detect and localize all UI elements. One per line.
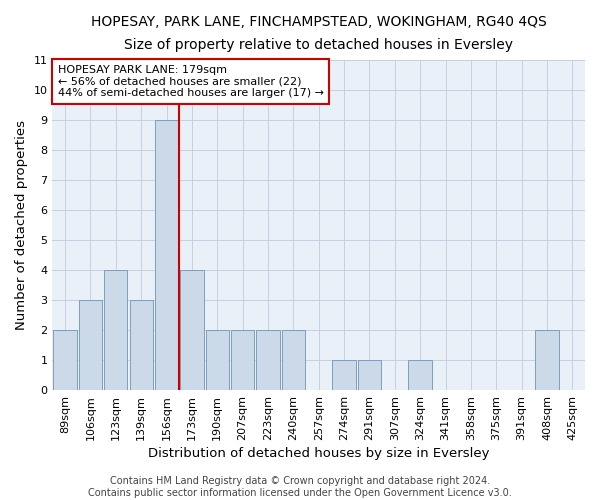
Bar [130,300,153,390]
Text: Contains HM Land Registry data © Crown copyright and database right 2024.
Contai: Contains HM Land Registry data © Crown c… [88,476,512,498]
Bar [53,330,77,390]
Bar [231,330,254,390]
Bar [409,360,432,390]
Bar [180,270,203,390]
Bar [332,360,356,390]
Title: HOPESAY, PARK LANE, FINCHAMPSTEAD, WOKINGHAM, RG40 4QS
Size of property relative: HOPESAY, PARK LANE, FINCHAMPSTEAD, WOKIN… [91,15,547,52]
Y-axis label: Number of detached properties: Number of detached properties [15,120,28,330]
Bar [104,270,127,390]
Bar [358,360,381,390]
Bar [206,330,229,390]
Bar [256,330,280,390]
Bar [155,120,178,390]
Text: HOPESAY PARK LANE: 179sqm
← 56% of detached houses are smaller (22)
44% of semi-: HOPESAY PARK LANE: 179sqm ← 56% of detac… [58,65,324,98]
Bar [79,300,102,390]
Bar [535,330,559,390]
Bar [281,330,305,390]
X-axis label: Distribution of detached houses by size in Eversley: Distribution of detached houses by size … [148,447,490,460]
